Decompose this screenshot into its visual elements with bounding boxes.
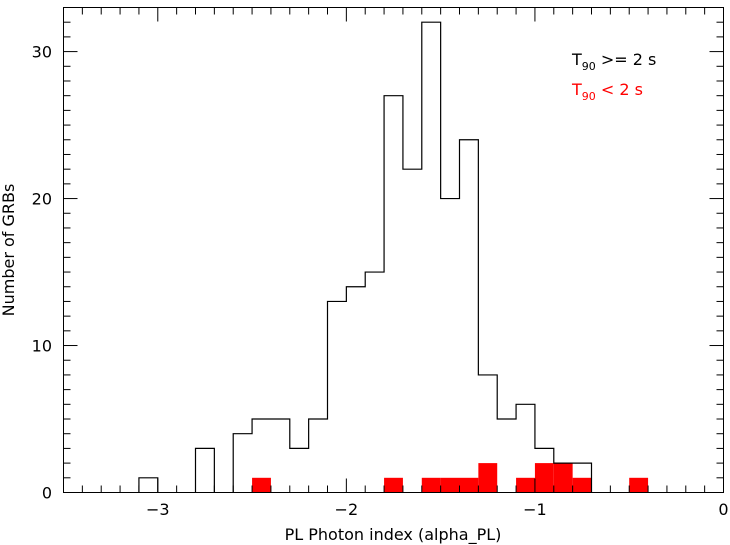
x-tick-label: 0 [718, 500, 728, 519]
x-tick-label: −1 [523, 500, 547, 519]
legend-short-rest: < 2 s [596, 80, 643, 99]
legend-short-main: T [571, 80, 582, 99]
short-grb-bar [516, 477, 535, 493]
axis-ticks [63, 7, 724, 493]
long-grb-histogram-outline [138, 21, 593, 493]
y-axis-label: Number of GRBs [0, 184, 18, 317]
x-tick-label: −2 [335, 500, 359, 519]
y-tick-label: 30 [32, 43, 52, 62]
y-tick-label: 10 [32, 337, 52, 356]
short-grb-bar [252, 477, 271, 493]
short-grb-bar [629, 477, 649, 493]
legend-entry-long: T90 >= 2 s [571, 50, 656, 73]
short-grb-bar [459, 477, 479, 493]
x-tick-label: −3 [146, 500, 170, 519]
legend: T90 >= 2 s T90 < 2 s [571, 50, 656, 103]
short-grb-bar [478, 463, 498, 493]
short-grb-bar [440, 477, 460, 493]
y-tick-label: 0 [42, 484, 52, 503]
plot-frame [63, 7, 724, 493]
legend-short-sub: 90 [582, 90, 596, 103]
short-grb-bars [252, 463, 649, 493]
axis-tick-labels: −3 −2 −1 0 0 10 20 30 [32, 43, 729, 519]
legend-long-rest: >= 2 s [596, 50, 657, 69]
short-grb-bar [572, 477, 592, 493]
short-grb-bar [384, 477, 403, 493]
short-grb-bar [534, 463, 554, 493]
y-tick-label: 20 [32, 190, 52, 209]
short-grb-bar [553, 463, 573, 493]
x-axis-label: PL Photon index (alpha_PL) [285, 525, 502, 545]
legend-long-main: T [571, 50, 582, 69]
legend-long-sub: 90 [582, 60, 596, 73]
legend-entry-short: T90 < 2 s [571, 80, 643, 103]
short-grb-bar [421, 477, 441, 493]
